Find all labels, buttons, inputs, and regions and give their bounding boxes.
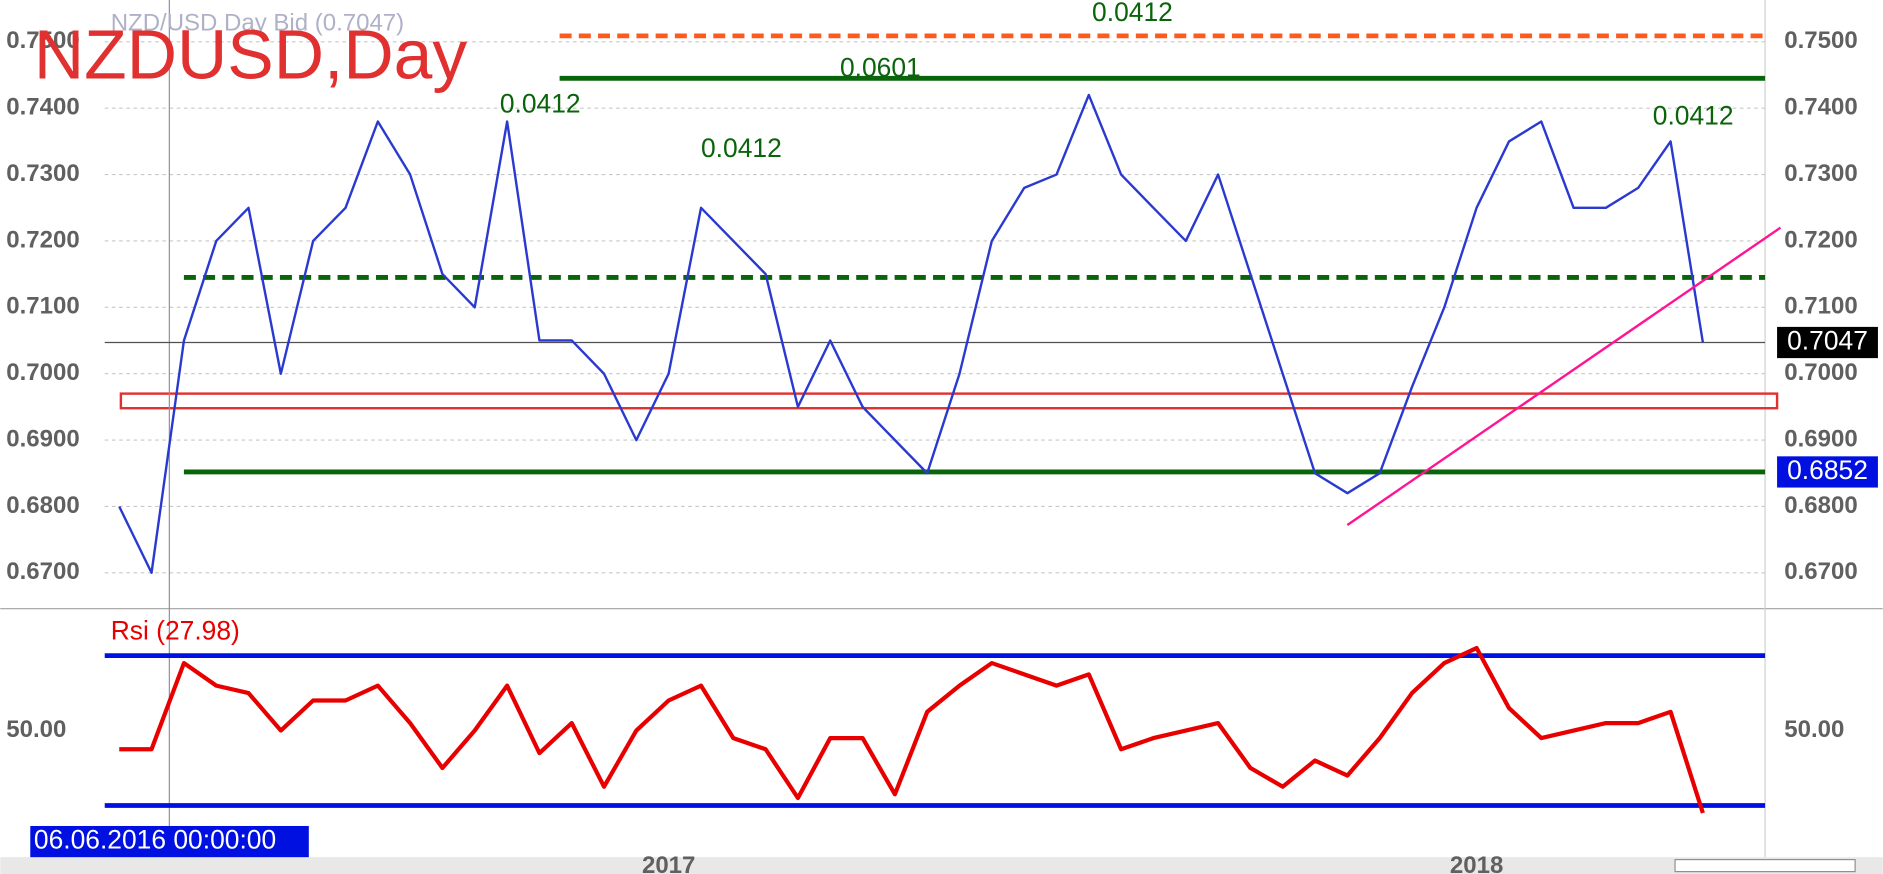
y-tick-label: 0.6900 — [6, 425, 79, 452]
y-tick-label: 0.7000 — [6, 359, 79, 386]
price-tag: 0.6852 — [1787, 455, 1868, 485]
trendline — [1346, 226, 1782, 527]
annotation: 0.0412 — [701, 133, 782, 163]
price-tag-box — [1777, 456, 1878, 488]
y-tick-label: 0.7400 — [1784, 94, 1857, 121]
y-tick-label: 0.7500 — [6, 27, 79, 54]
y-tick-label: 0.7300 — [6, 160, 79, 187]
y-tick-label: 50.00 — [1784, 716, 1844, 743]
panel-title: Rsi (27.98) — [111, 616, 240, 646]
y-tick-label: 0.7500 — [1784, 27, 1857, 54]
y-tick-label: 0.7200 — [1784, 226, 1857, 253]
y-tick-label: 0.7100 — [6, 293, 79, 320]
annotation: 0.0412 — [1653, 100, 1734, 130]
y-tick-label: 0.6800 — [6, 492, 79, 519]
y-tick-label: 0.7000 — [1784, 359, 1857, 386]
crosshair-label-box — [30, 825, 309, 858]
crosshair-label: 06.06.2016 00:00:00 — [34, 825, 276, 855]
y-tick-label: 0.6700 — [6, 558, 79, 585]
annotation: 0.0412 — [500, 89, 581, 119]
scrollbar[interactable] — [0, 857, 1883, 874]
plot-area: 0.6700 0.6700 0.6800 0.6800 0.6900 0.6900 0.70… — [6, 0, 1878, 874]
chart-title: NZDUSD,Day — [34, 15, 467, 93]
y-tick-label: 0.7300 — [1784, 160, 1857, 187]
series-line — [118, 93, 1705, 574]
y-tick-label: 0.7100 — [1784, 293, 1857, 320]
y-tick-label: 0.7200 — [6, 226, 79, 253]
price-tag-box — [1777, 326, 1878, 359]
y-tick-label: 0.7400 — [6, 94, 79, 121]
y-tick-label: 50.00 — [6, 716, 66, 743]
price-tag: 0.7047 — [1787, 325, 1868, 355]
chart-subtitle: NZD/USD Day Bid (0.7047) — [111, 9, 404, 36]
y-tick-label: 0.6700 — [1784, 558, 1857, 585]
annotation: 0.0601 — [840, 53, 921, 83]
series-line — [119, 645, 1705, 814]
scroll-thumb[interactable] — [1674, 858, 1856, 873]
y-tick-label: 0.6900 — [1784, 425, 1857, 452]
x-tick-label: 2017 — [642, 852, 695, 874]
x-tick-label: 2018 — [1450, 852, 1503, 874]
y-tick-label: 0.6800 — [1784, 492, 1857, 519]
annotation: 0.0412 — [1092, 0, 1173, 27]
